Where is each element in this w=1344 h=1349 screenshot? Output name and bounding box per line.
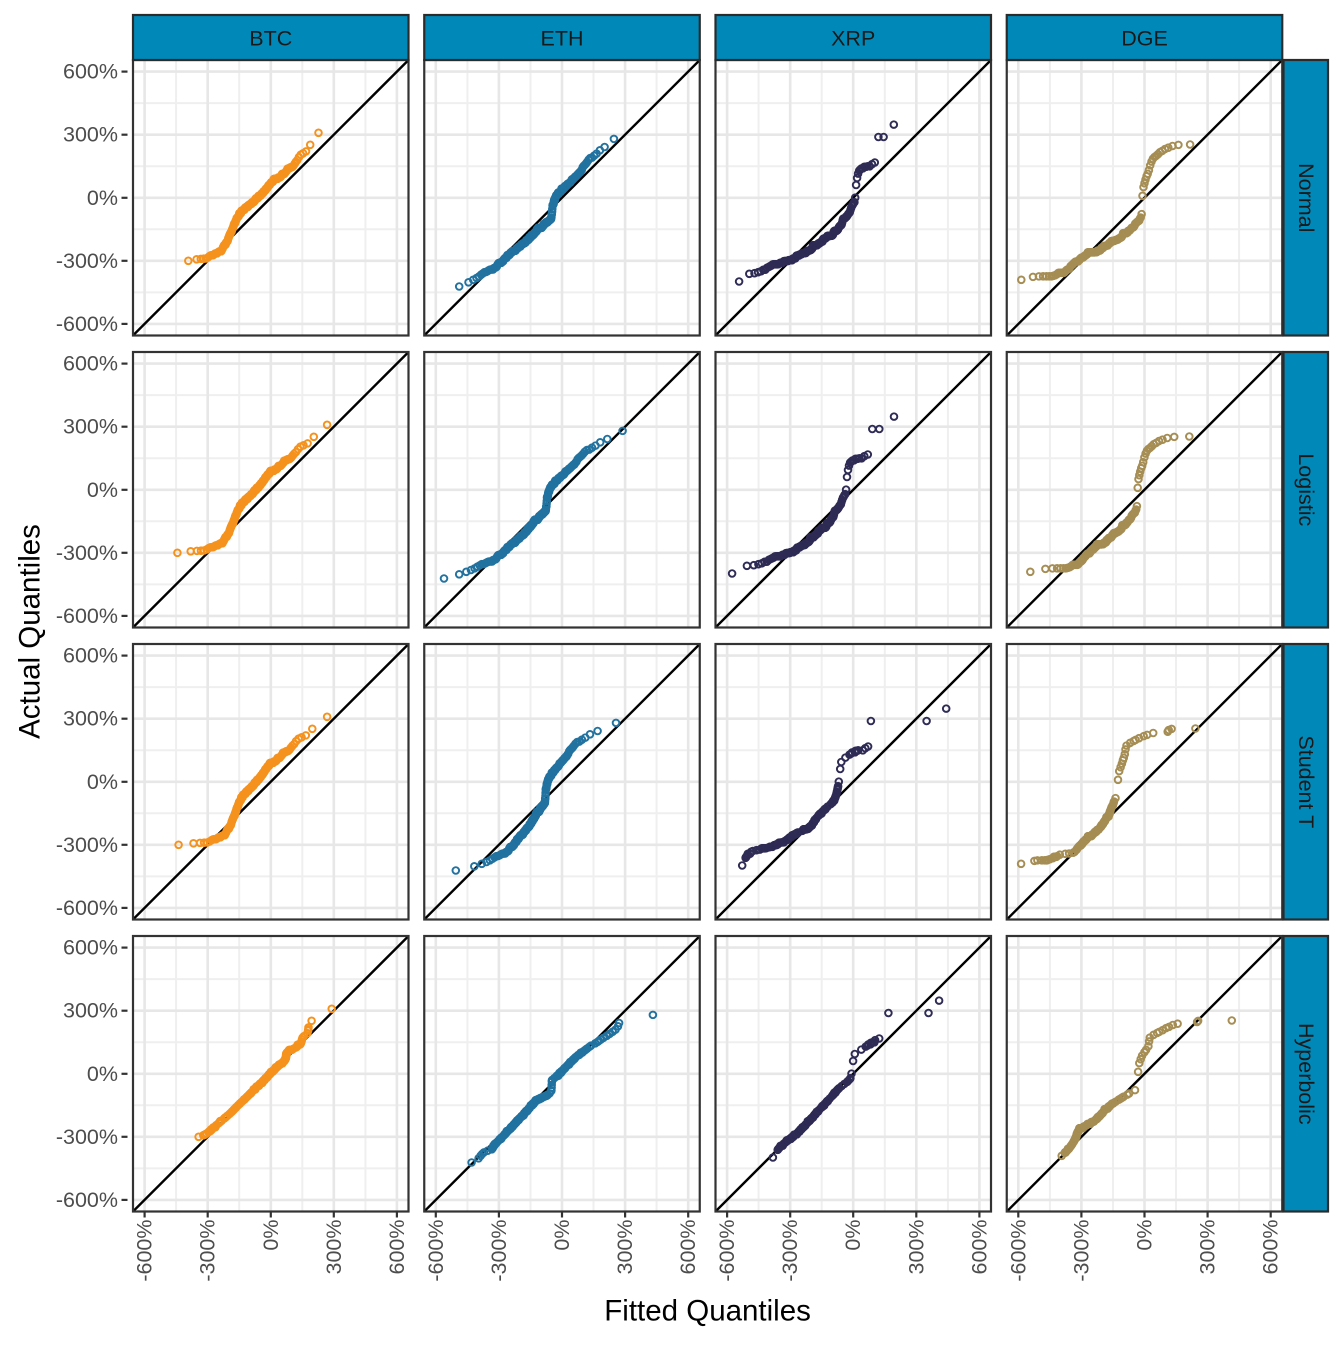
svg-text:Normal: Normal <box>1294 163 1318 232</box>
svg-text:300%: 300% <box>322 1220 346 1275</box>
svg-text:600%: 600% <box>967 1220 991 1275</box>
svg-text:300%: 300% <box>63 707 118 731</box>
svg-text:-300%: -300% <box>56 1125 118 1149</box>
svg-text:-300%: -300% <box>56 833 118 857</box>
svg-text:0%: 0% <box>550 1220 574 1251</box>
svg-text:-600%: -600% <box>56 1188 118 1212</box>
svg-text:600%: 600% <box>1259 1220 1283 1275</box>
svg-text:ETH: ETH <box>541 27 584 51</box>
svg-text:0%: 0% <box>841 1220 865 1251</box>
svg-text:BTC: BTC <box>249 27 292 51</box>
svg-text:0%: 0% <box>87 770 118 794</box>
svg-text:600%: 600% <box>63 644 118 668</box>
svg-text:XRP: XRP <box>831 27 875 51</box>
svg-text:Hyperbolic: Hyperbolic <box>1294 1023 1318 1125</box>
svg-text:-600%: -600% <box>133 1220 157 1282</box>
svg-text:300%: 300% <box>1196 1220 1220 1275</box>
svg-text:300%: 300% <box>63 123 118 147</box>
svg-text:Fitted Quantiles: Fitted Quantiles <box>604 1295 811 1328</box>
svg-text:-300%: -300% <box>196 1220 220 1282</box>
svg-text:0%: 0% <box>87 186 118 210</box>
svg-text:-300%: -300% <box>56 249 118 273</box>
svg-text:600%: 600% <box>63 352 118 376</box>
svg-text:-300%: -300% <box>1069 1220 1093 1282</box>
svg-text:600%: 600% <box>63 936 118 960</box>
svg-text:0%: 0% <box>87 478 118 502</box>
svg-text:0%: 0% <box>87 1062 118 1086</box>
svg-text:Actual Quantiles: Actual Quantiles <box>14 524 47 739</box>
svg-text:300%: 300% <box>63 415 118 439</box>
svg-text:300%: 300% <box>613 1220 637 1275</box>
svg-text:600%: 600% <box>676 1220 700 1275</box>
svg-text:DGE: DGE <box>1121 27 1168 51</box>
svg-text:-300%: -300% <box>56 541 118 565</box>
svg-text:-600%: -600% <box>715 1220 739 1282</box>
svg-text:-300%: -300% <box>778 1220 802 1282</box>
svg-text:300%: 300% <box>904 1220 928 1275</box>
svg-text:0%: 0% <box>1133 1220 1157 1251</box>
svg-text:-600%: -600% <box>424 1220 448 1282</box>
svg-text:-600%: -600% <box>56 896 118 920</box>
svg-text:600%: 600% <box>385 1220 409 1275</box>
svg-text:600%: 600% <box>63 60 118 84</box>
svg-text:300%: 300% <box>63 999 118 1023</box>
svg-text:Logistic: Logistic <box>1294 453 1318 526</box>
svg-text:-600%: -600% <box>56 604 118 628</box>
svg-text:-600%: -600% <box>56 312 118 336</box>
svg-text:Student T: Student T <box>1294 735 1318 828</box>
svg-text:-600%: -600% <box>1006 1220 1030 1282</box>
svg-text:0%: 0% <box>259 1220 283 1251</box>
svg-text:-300%: -300% <box>487 1220 511 1282</box>
